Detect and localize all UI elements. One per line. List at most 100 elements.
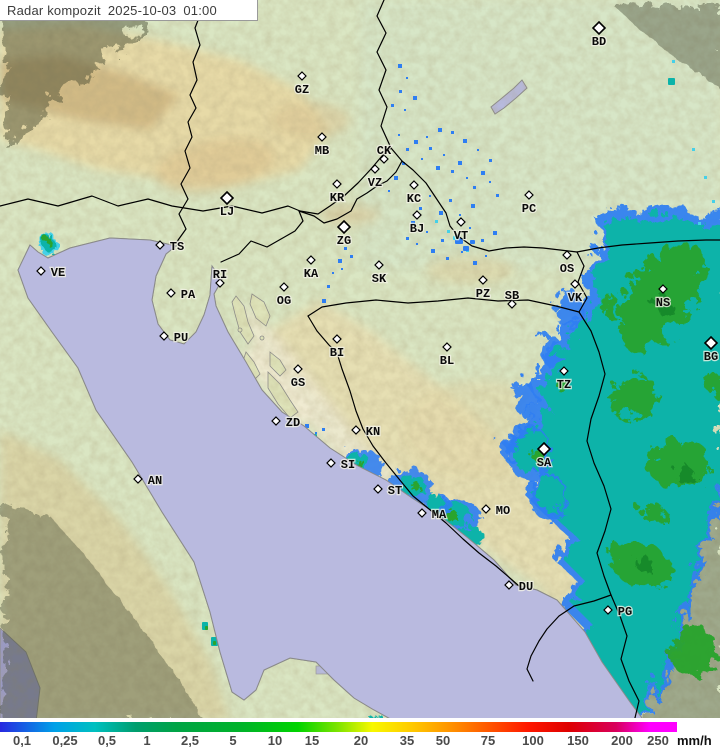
city-label: PA xyxy=(181,288,196,302)
legend-tick: 0,25 xyxy=(52,733,78,748)
city-diamond-icon xyxy=(332,179,342,189)
city-kr: KR xyxy=(329,179,346,206)
city-kc: KC xyxy=(406,180,422,207)
city-diamond-icon xyxy=(306,255,316,265)
legend-tick: 50 xyxy=(435,733,451,748)
product-name: Radar kompozit xyxy=(7,2,101,18)
city-diamond-icon xyxy=(570,279,580,289)
city-sa: SA xyxy=(536,441,553,471)
city-diamond-icon xyxy=(412,210,422,220)
precip-sa-mo-clusters xyxy=(426,422,564,540)
precip-storm-field xyxy=(495,200,720,722)
legend-tick: 15 xyxy=(304,733,320,748)
city-label: KA xyxy=(304,267,319,281)
city-diamond-icon xyxy=(293,364,303,374)
city-ts: TS xyxy=(155,239,185,255)
legend-tick: 35 xyxy=(399,733,415,748)
capital-diamond-icon xyxy=(219,190,235,206)
legend-tick: 5 xyxy=(229,733,237,748)
city-label: KR xyxy=(330,191,345,205)
city-diamond-icon xyxy=(159,331,169,341)
city-diamond-icon xyxy=(456,217,466,227)
city-diamond-icon xyxy=(379,154,389,164)
city-ve: VE xyxy=(36,265,66,281)
city-ma: MA xyxy=(417,507,448,523)
city-label: VK xyxy=(568,291,583,305)
city-label: BG xyxy=(704,350,718,364)
city-label: OG xyxy=(277,294,291,308)
title-bar: Radar kompozit 2025-10-03 01:00 xyxy=(0,0,258,21)
city-bd: BD xyxy=(591,20,607,50)
city-diamond-icon xyxy=(351,425,361,435)
capital-diamond-icon xyxy=(336,219,352,235)
time-label: 01:00 xyxy=(183,2,217,18)
city-bj: BJ xyxy=(409,210,425,237)
city-label: OS xyxy=(560,262,574,276)
city-label: PC xyxy=(522,202,536,216)
legend-tick: 200 xyxy=(611,733,633,748)
capital-diamond-icon xyxy=(591,20,607,36)
city-diamond-icon xyxy=(317,132,327,142)
city-diamond-icon xyxy=(271,416,281,426)
city-diamond-icon xyxy=(215,278,225,288)
city-label: TS xyxy=(170,240,184,254)
city-label: PZ xyxy=(476,287,490,301)
city-diamond-icon xyxy=(559,366,569,376)
city-diamond-icon xyxy=(374,260,384,270)
city-label: VE xyxy=(51,266,65,280)
legend: 0,1 0,25 0,5 1 2,5 5 10 15 20 35 50 75 100 150 200 250 … xyxy=(0,718,720,751)
city-diamond-icon xyxy=(658,284,668,294)
city-label: CK xyxy=(377,144,392,158)
legend-tick: 150 xyxy=(567,733,589,748)
city-label: BI xyxy=(330,346,344,360)
city-ka: KA xyxy=(303,255,320,282)
city-pa: PA xyxy=(166,287,197,303)
legend-unit: mm/h xyxy=(677,733,712,748)
legend-tick: 0,1 xyxy=(12,733,32,748)
city-mo: MO xyxy=(481,503,511,519)
city-diamond-icon xyxy=(166,288,176,298)
city-label: MA xyxy=(432,508,447,522)
city-vk: VK xyxy=(567,279,584,306)
city-diamond-icon xyxy=(409,180,419,190)
city-diamond-icon xyxy=(279,282,289,292)
city-label: RI xyxy=(213,268,227,282)
precip-ve-cell xyxy=(37,230,56,256)
city-label: KN xyxy=(366,425,380,439)
city-diamond-icon xyxy=(155,240,165,250)
country-borders xyxy=(0,0,720,722)
city-du: DU xyxy=(504,579,534,595)
city-label: SK xyxy=(372,272,387,286)
city-label: VZ xyxy=(368,176,382,190)
city-label: DU xyxy=(519,580,533,594)
city-label: TZ xyxy=(557,378,571,392)
city-diamond-icon xyxy=(481,504,491,514)
legend-tick: 0,5 xyxy=(97,733,117,748)
city-st: ST xyxy=(373,483,403,499)
city-label: SI xyxy=(341,458,355,472)
city-label: BD xyxy=(592,35,606,49)
city-an: AN xyxy=(133,473,163,489)
city-label: ZD xyxy=(286,416,300,430)
city-zg: ZG xyxy=(336,219,352,249)
city-vt: VT xyxy=(453,217,469,244)
city-bl: BL xyxy=(439,342,455,369)
legend-tick: 10 xyxy=(267,733,283,748)
city-ck: CK xyxy=(376,143,393,164)
city-lj: LJ xyxy=(219,190,235,220)
city-label: SB xyxy=(505,289,519,303)
city-os: OS xyxy=(559,250,575,277)
legend-tick: 100 xyxy=(522,733,544,748)
city-kn: KN xyxy=(351,424,381,440)
city-diamond-icon xyxy=(332,334,342,344)
city-diamond-icon xyxy=(36,266,46,276)
city-tz: TZ xyxy=(556,366,572,393)
capital-diamond-icon xyxy=(536,441,552,457)
city-pu: PU xyxy=(159,330,189,346)
city-label: ZG xyxy=(337,234,351,248)
city-diamond-icon xyxy=(478,275,488,285)
city-pc: PC xyxy=(521,190,537,217)
city-bi: BI xyxy=(329,334,345,361)
city-label: KC xyxy=(407,192,421,206)
